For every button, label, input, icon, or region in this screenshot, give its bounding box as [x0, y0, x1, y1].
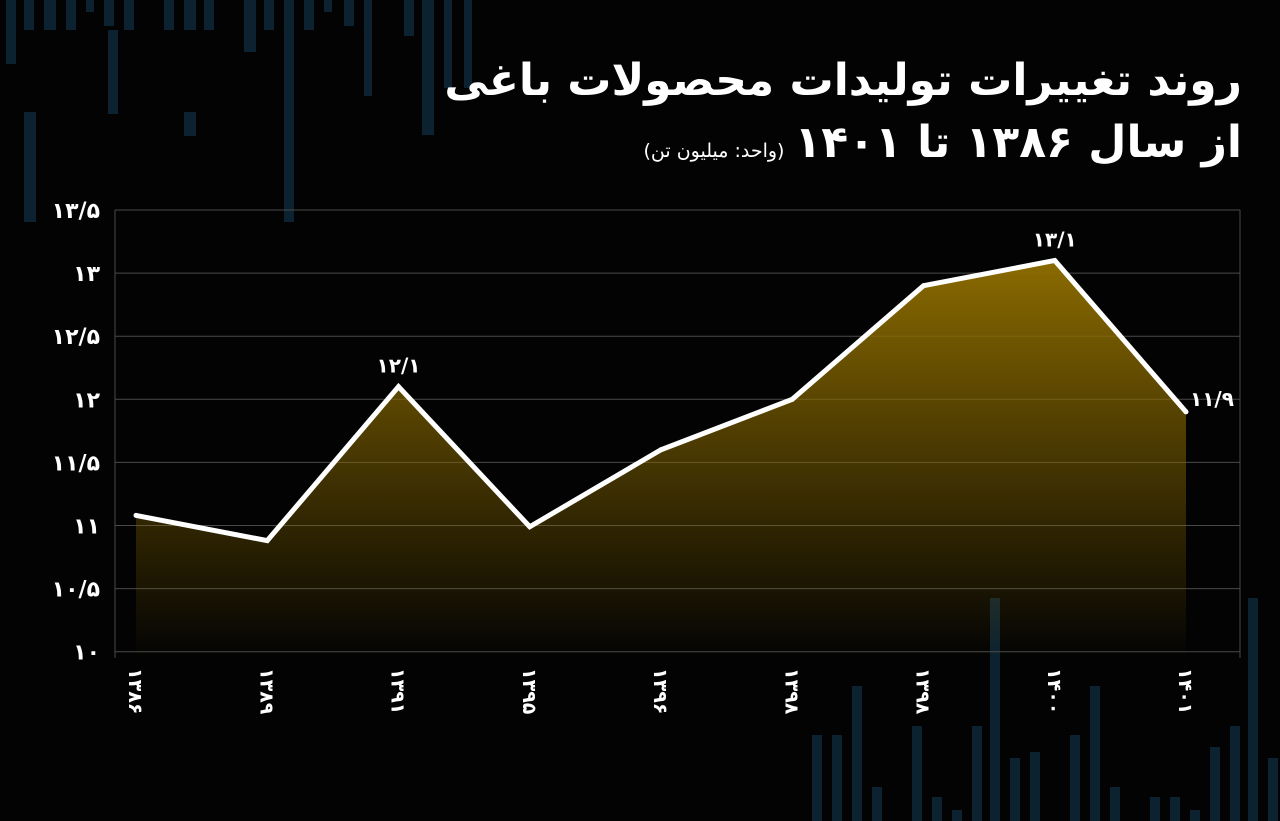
background-bar: [66, 0, 76, 30]
background-bar: [264, 0, 274, 30]
data-point: [396, 384, 401, 390]
background-bar: [6, 0, 16, 64]
background-bar: [422, 0, 434, 135]
background-bar: [1110, 787, 1120, 821]
background-bar: [124, 0, 134, 30]
background-bar: [324, 0, 332, 12]
background-bar: [1268, 758, 1278, 821]
x-tick-label: ۱۳۹۱: [387, 668, 409, 714]
y-tick-label: ۱۳: [73, 262, 100, 287]
x-tick-label: ۱۳۸۹: [255, 668, 277, 715]
background-bar: [1010, 758, 1020, 821]
data-point: [1183, 409, 1189, 415]
x-tick-label: ۱۳۹۶: [649, 668, 671, 714]
chart-title-line2: از سال ۱۳۸۶ تا ۱۴۰۱ (واحد: میلیون تن): [342, 114, 1243, 180]
background-bar: [1070, 735, 1080, 821]
x-tick-label: ۱۴۰۰: [1043, 668, 1065, 714]
x-tick-label: ۱۳۸۶: [124, 668, 146, 714]
background-bar: [1230, 726, 1240, 821]
y-tick-label: ۱۳/۵: [52, 199, 100, 224]
data-label: ۱۱/۹: [1190, 387, 1234, 411]
data-label: ۱۳/۱: [1033, 227, 1077, 251]
background-bar: [304, 0, 314, 30]
background-bar: [852, 686, 862, 821]
background-bar: [952, 810, 962, 821]
background-bar: [108, 30, 118, 114]
background-bar: [104, 0, 114, 26]
data-point: [921, 283, 926, 289]
background-bar: [872, 787, 882, 821]
data-point: [527, 524, 533, 530]
background-bar: [204, 0, 214, 30]
background-bar: [284, 0, 294, 222]
unit-note: (واحد: میلیون تن): [643, 140, 785, 162]
background-bar: [1030, 752, 1040, 821]
background-bar: [364, 0, 372, 96]
background-bar: [86, 0, 94, 12]
background-bar: [184, 0, 196, 30]
x-tick-label: ۱۳۹۵: [518, 668, 540, 715]
background-bar: [812, 735, 822, 821]
x-tick-label: ۱۳۹۸: [912, 668, 934, 715]
y-tick-label: ۱۱/۵: [52, 451, 100, 476]
background-bar: [344, 0, 354, 26]
area-fill: [136, 260, 1186, 658]
chart-title-years: از سال ۱۳۸۶ تا ۱۴۰۱: [794, 117, 1242, 168]
data-labels: ۱۲/۱ ۱۳/۱ ۱۱/۹: [377, 227, 1234, 410]
background-bar: [932, 797, 942, 821]
background-bar: [1090, 686, 1100, 821]
y-tick-label: ۱۲/۵: [52, 325, 100, 350]
background-bar: [1248, 598, 1258, 821]
title-block: روند تغییرات تولیدات محصولات باغی از سال…: [342, 52, 1242, 180]
area-fill-layer: [136, 260, 1186, 658]
chart-title-line1: روند تغییرات تولیدات محصولات باغی: [444, 55, 1242, 106]
y-axis-ticks: ۱۰ ۱۰/۵ ۱۱ ۱۱/۵ ۱۲ ۱۲/۵ ۱۳ ۱۳/۵: [52, 199, 101, 666]
background-bar: [164, 0, 174, 30]
x-tick-label: ۱۴۰۱: [1174, 668, 1196, 714]
background-bar: [832, 735, 842, 821]
background-bar: [404, 0, 414, 36]
x-tick-label: ۱۳۹۸: [780, 668, 802, 715]
background-bar: [444, 0, 452, 88]
x-axis-ticks: ۱۳۸۶ ۱۳۸۹ ۱۳۹۱ ۱۳۹۵ ۱۳۹۶ ۱۳۹۸ ۱۳۹۸ ۱۴۰۰ ۱۴۰۱: [124, 668, 1196, 715]
background-bar: [912, 726, 922, 821]
background-bar: [1170, 797, 1180, 821]
background-bar: [24, 112, 36, 222]
data-label: ۱۲/۱: [377, 354, 421, 378]
background-bar: [464, 0, 472, 88]
background-bar: [24, 0, 34, 30]
data-point: [1052, 257, 1058, 263]
background-bar: [990, 598, 1000, 821]
data-point: [789, 396, 795, 402]
y-tick-label: ۱۰/۵: [52, 578, 100, 603]
data-point: [133, 512, 139, 518]
background-bar: [1190, 810, 1200, 821]
background-bar: [244, 0, 256, 52]
background-bar: [184, 112, 196, 136]
background-bar: [1150, 797, 1160, 821]
background-bar: [972, 726, 982, 821]
data-point: [264, 538, 270, 544]
y-tick-label: ۱۲: [73, 388, 100, 413]
background-bar: [1210, 747, 1220, 821]
data-point: [658, 447, 664, 453]
data-line-layer: [133, 257, 1189, 544]
y-tick-label: ۱۰: [73, 641, 100, 666]
y-tick-label: ۱۱: [73, 514, 100, 539]
background-bar: [44, 0, 56, 30]
